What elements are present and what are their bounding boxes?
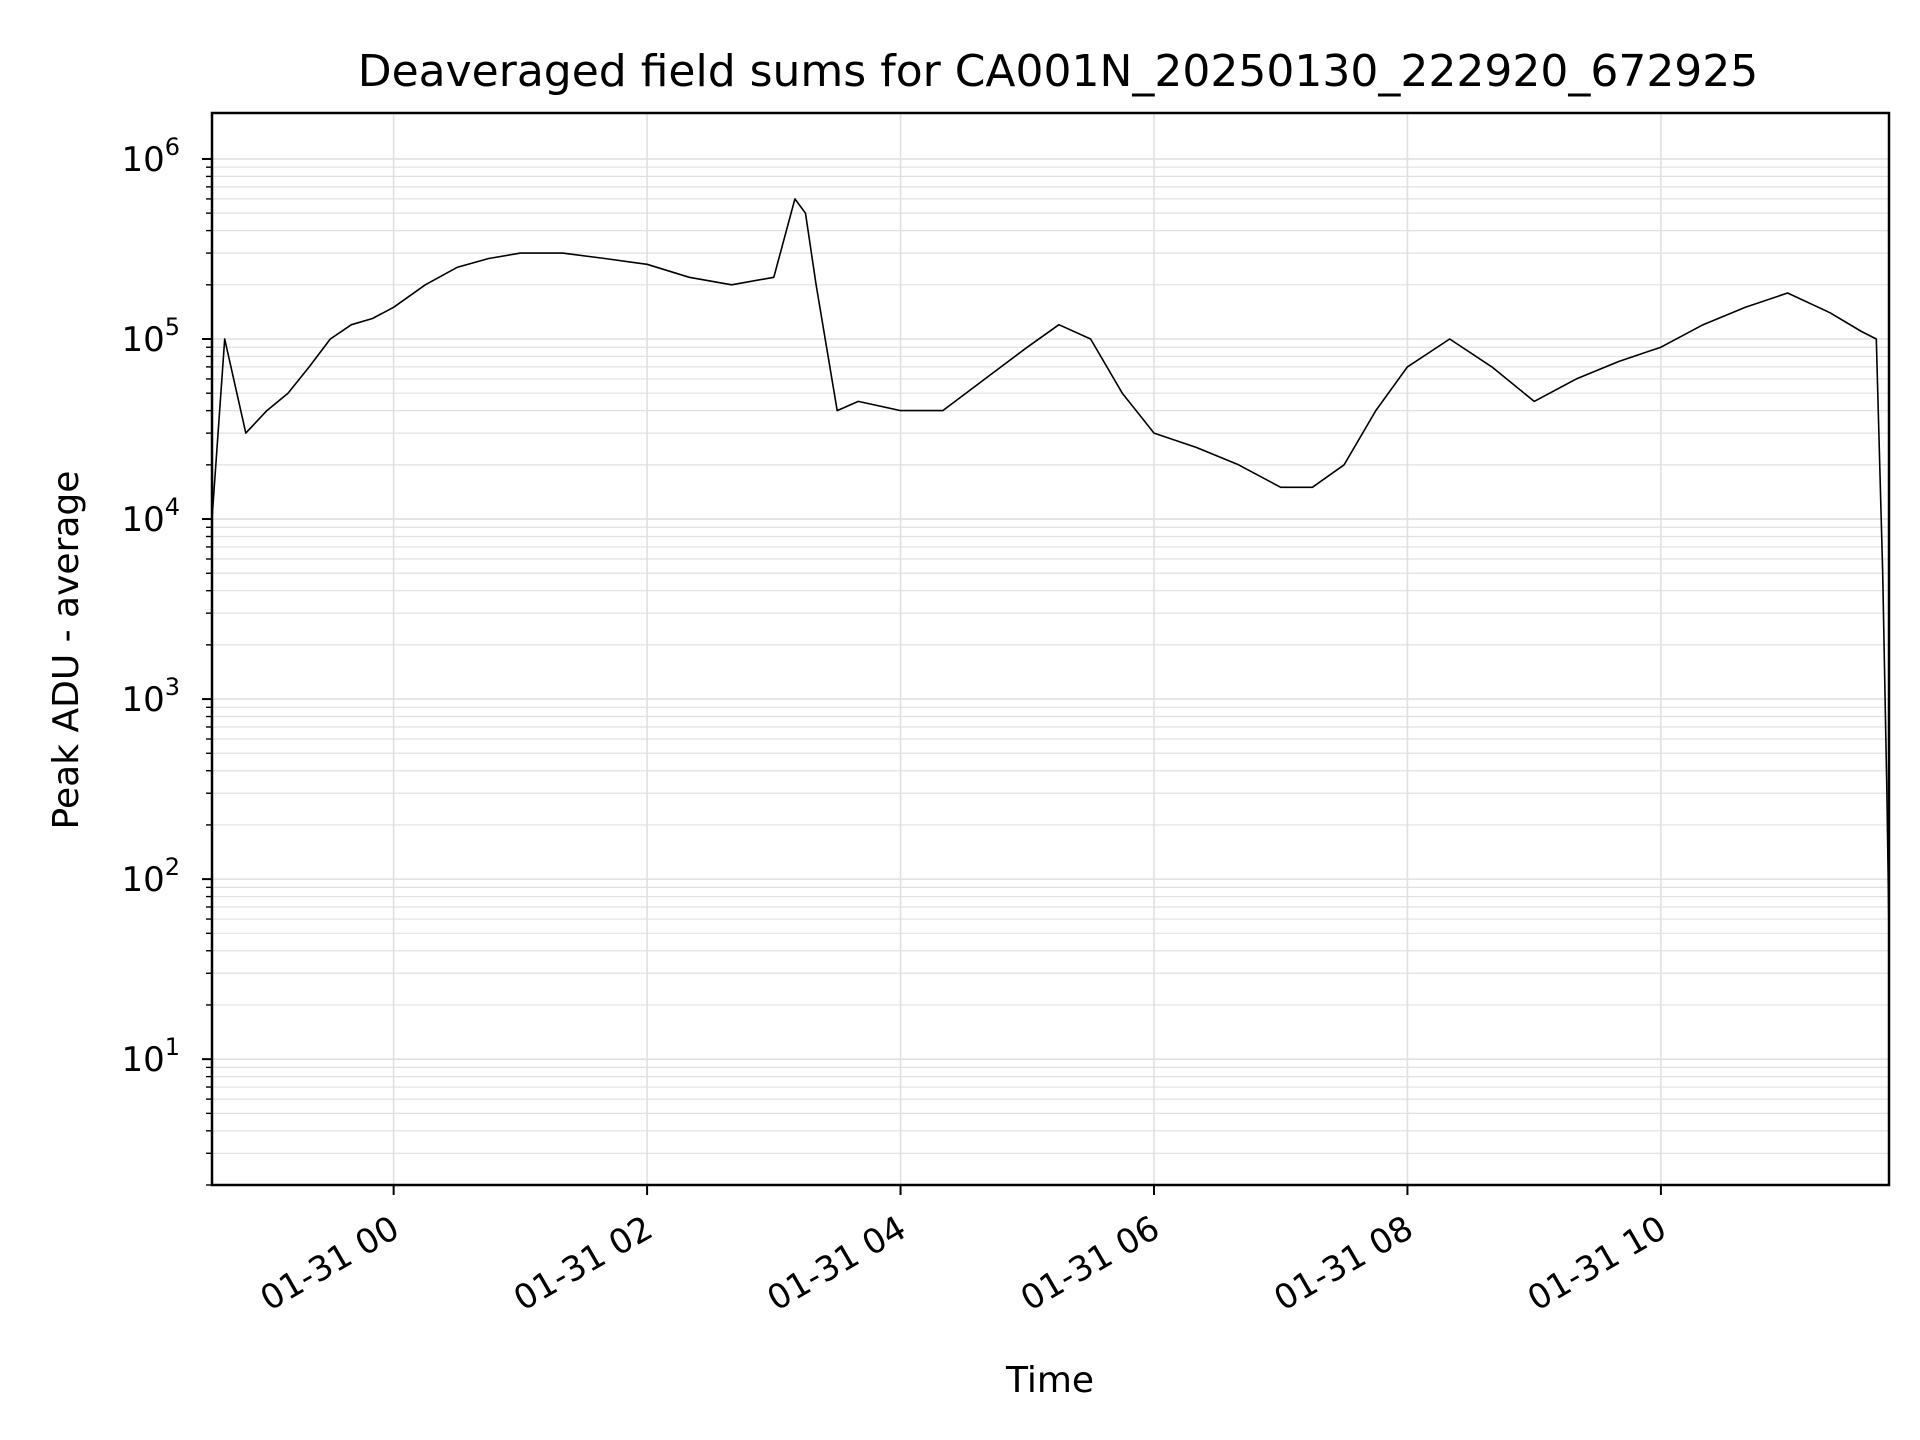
grid: [212, 113, 1889, 1186]
series-line: [211, 198, 1890, 934]
y-tick-label: 103: [121, 673, 180, 720]
plot-area: [211, 198, 1890, 934]
y-tick-label: 102: [121, 853, 180, 900]
chart-title: Deaveraged field sums for CA001N_2025013…: [358, 46, 1759, 97]
y-tick-label: 106: [121, 133, 180, 180]
y-tick-label: 104: [121, 493, 180, 540]
y-axis: 101 102 103 104 105 106: [121, 133, 212, 1186]
y-tick-label: 105: [121, 313, 180, 360]
y-axis-label: Peak ADU - average: [46, 471, 87, 830]
plot-frame: [210, 111, 1891, 1187]
x-axis-label: Time: [1005, 1360, 1094, 1401]
y-tick-label: 101: [121, 1033, 180, 1080]
